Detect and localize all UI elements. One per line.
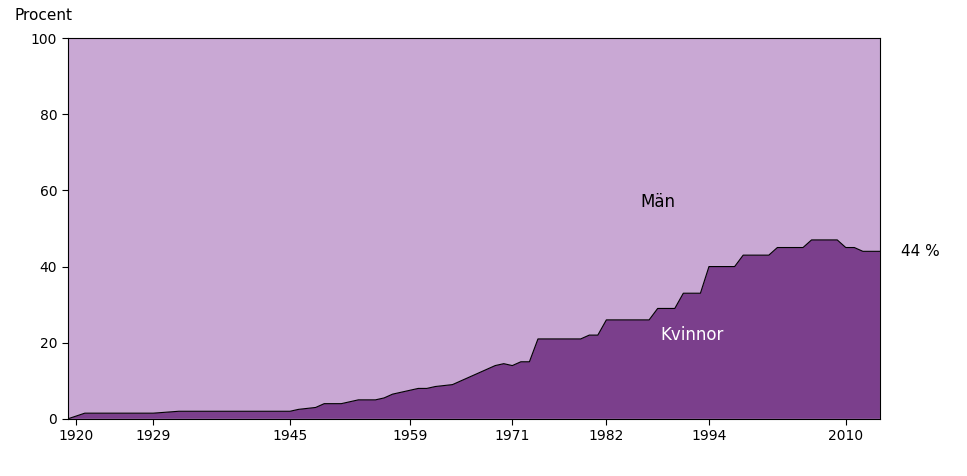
Text: Procent: Procent [15,8,73,23]
Text: Män: Män [640,193,675,211]
Text: Kvinnor: Kvinnor [660,326,723,344]
Text: 44 %: 44 % [901,244,940,259]
